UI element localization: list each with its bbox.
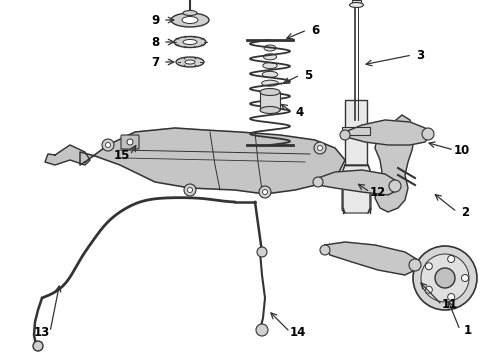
Bar: [352, 0, 361, 5]
Ellipse shape: [183, 10, 197, 15]
Ellipse shape: [171, 13, 209, 27]
Circle shape: [263, 189, 268, 194]
Ellipse shape: [185, 60, 195, 64]
Text: 9: 9: [151, 14, 159, 27]
Ellipse shape: [261, 89, 279, 95]
Text: 8: 8: [151, 36, 159, 49]
Circle shape: [188, 188, 193, 193]
Circle shape: [33, 341, 43, 351]
Bar: [260, 92, 280, 110]
Circle shape: [389, 180, 401, 192]
Polygon shape: [342, 165, 371, 213]
Text: 6: 6: [311, 23, 319, 36]
Circle shape: [320, 245, 330, 255]
Ellipse shape: [183, 40, 197, 45]
Bar: [345, 100, 367, 165]
Polygon shape: [345, 120, 430, 145]
Text: 10: 10: [454, 144, 470, 157]
Ellipse shape: [260, 107, 280, 113]
FancyBboxPatch shape: [121, 135, 139, 149]
Bar: [342, 127, 370, 135]
Circle shape: [425, 263, 432, 270]
Text: 7: 7: [151, 55, 159, 68]
Ellipse shape: [262, 71, 278, 77]
Ellipse shape: [349, 3, 364, 8]
Circle shape: [184, 184, 196, 196]
Text: 5: 5: [304, 68, 312, 81]
Circle shape: [413, 246, 477, 310]
Ellipse shape: [263, 63, 277, 69]
Circle shape: [257, 247, 267, 257]
Circle shape: [102, 139, 114, 151]
Circle shape: [421, 254, 469, 302]
Circle shape: [425, 286, 432, 293]
Text: 2: 2: [461, 206, 469, 219]
Circle shape: [314, 142, 326, 154]
Circle shape: [127, 139, 133, 145]
Ellipse shape: [176, 57, 204, 67]
Text: 1: 1: [464, 324, 472, 337]
Circle shape: [313, 177, 323, 187]
Circle shape: [318, 145, 322, 150]
Text: 14: 14: [290, 325, 306, 338]
Circle shape: [105, 143, 111, 148]
Circle shape: [409, 259, 421, 271]
Circle shape: [259, 186, 271, 198]
Text: 12: 12: [370, 185, 386, 198]
Text: 11: 11: [442, 298, 458, 311]
Circle shape: [462, 275, 468, 282]
Ellipse shape: [264, 45, 276, 51]
Ellipse shape: [182, 17, 198, 23]
Text: 4: 4: [296, 105, 304, 118]
Polygon shape: [45, 145, 90, 165]
Text: 15: 15: [114, 149, 130, 162]
Circle shape: [448, 293, 455, 301]
Circle shape: [448, 256, 455, 262]
Polygon shape: [375, 115, 415, 212]
Ellipse shape: [174, 36, 206, 48]
Ellipse shape: [260, 89, 280, 95]
Polygon shape: [80, 128, 345, 194]
Circle shape: [422, 128, 434, 140]
Circle shape: [340, 130, 350, 140]
Circle shape: [256, 324, 268, 336]
Ellipse shape: [262, 80, 278, 86]
Polygon shape: [325, 242, 418, 275]
Circle shape: [435, 268, 455, 288]
Text: 13: 13: [34, 325, 50, 338]
Text: 3: 3: [416, 49, 424, 62]
Polygon shape: [318, 170, 398, 195]
Ellipse shape: [264, 54, 276, 60]
